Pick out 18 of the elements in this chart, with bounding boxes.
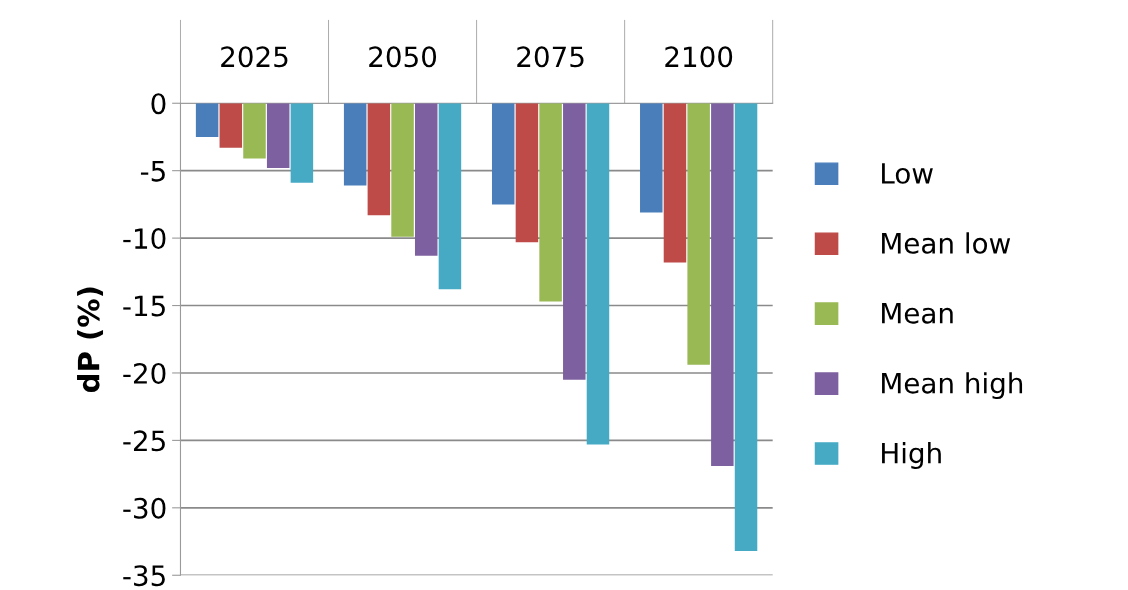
legend-label: Low: [882, 163, 933, 184]
legend-label: High: [882, 442, 941, 469]
x-tick-label: 2100: [665, 46, 733, 68]
y-axis-title: dP (%): [77, 287, 104, 393]
y-tick-label: -10: [123, 228, 166, 250]
y-tick-label: -20: [123, 362, 166, 384]
legend-label: Mean low: [882, 232, 1011, 254]
y-tick-label: -5: [140, 160, 165, 182]
x-tick-label: 2075: [517, 46, 584, 68]
legend-label: Mean: [882, 303, 953, 324]
x-tick-label: 2050: [369, 46, 437, 68]
y-tick-label: -15: [123, 295, 165, 317]
y-tick-label: 0: [151, 93, 166, 115]
legend-label: Mean high: [882, 372, 1023, 400]
y-tick-label: -35: [123, 565, 165, 587]
x-tick-label: 2025: [221, 46, 288, 68]
y-tick-label: -25: [123, 430, 165, 452]
y-tick-label: -30: [123, 497, 166, 519]
